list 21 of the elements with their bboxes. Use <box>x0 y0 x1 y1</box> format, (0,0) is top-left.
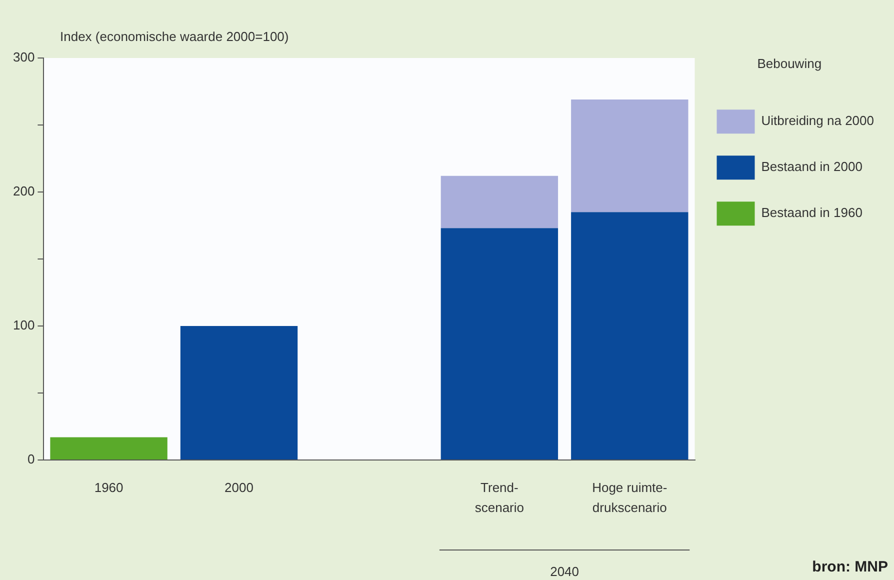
x-tick-label: Trend- scenario <box>474 480 524 516</box>
bar <box>180 326 298 460</box>
bar <box>571 100 688 212</box>
legend-label: Bestaand in 2000 <box>761 159 862 174</box>
bar <box>50 437 168 460</box>
legend-label: Bestaand in 1960 <box>761 205 862 220</box>
bar <box>440 176 558 228</box>
bar <box>571 212 688 460</box>
y-tick-label: 0 <box>27 452 35 467</box>
text: 2040 <box>550 564 579 580</box>
x-tick-label: 2000 <box>224 480 254 496</box>
y-tick-label: 200 <box>12 184 35 199</box>
x-tick-label: Hoge ruimte- drukscenario <box>592 480 668 516</box>
y-tick-label: 100 <box>12 318 35 333</box>
legend-title: Bebouwing <box>757 56 822 72</box>
x-tick-label: 1960 <box>94 480 124 496</box>
text: bron: MNP <box>812 558 888 576</box>
y-tick-label: 300 <box>12 50 35 65</box>
bar <box>440 228 558 460</box>
legend-label: Uitbreiding na 2000 <box>761 113 874 128</box>
y-axis-title: Index (economische waarde 2000=100) <box>60 29 289 44</box>
